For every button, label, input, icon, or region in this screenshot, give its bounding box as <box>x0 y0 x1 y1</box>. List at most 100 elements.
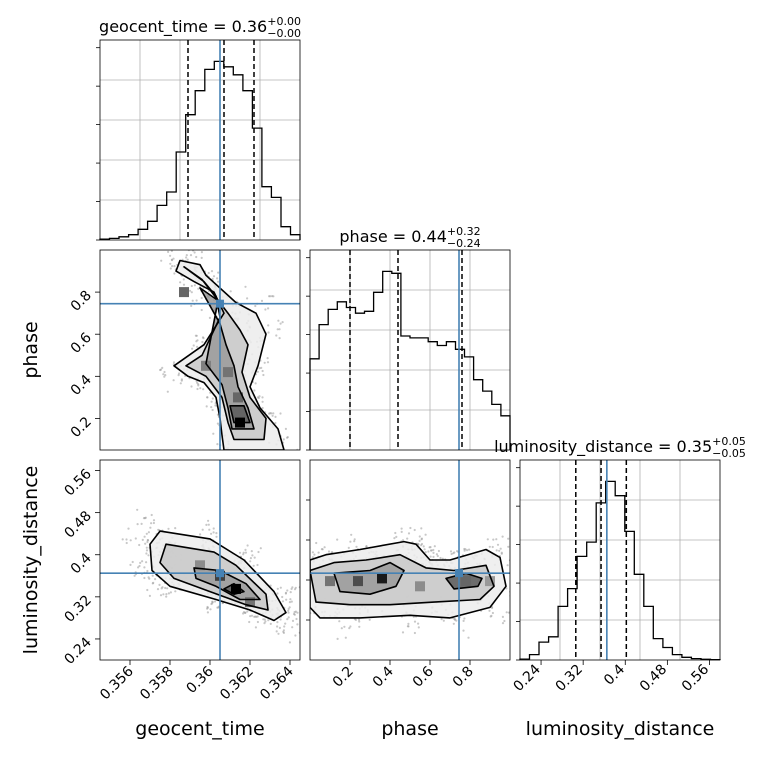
density-peak-cell <box>461 576 471 587</box>
scatter-point <box>429 546 432 549</box>
scatter-point <box>136 523 139 526</box>
scatter-point <box>430 549 433 552</box>
scatter-point <box>136 508 139 511</box>
scatter-point <box>146 540 149 544</box>
scatter-point <box>190 284 193 288</box>
scatter-point <box>289 591 292 594</box>
scatter-point <box>167 250 170 253</box>
x-tick-label: 0.36 <box>183 663 216 696</box>
scatter-point <box>152 519 156 522</box>
scatter-point <box>440 618 443 621</box>
scatter-point <box>256 563 259 567</box>
scatter-point <box>200 308 203 312</box>
scatter-point <box>257 396 260 400</box>
scatter-point <box>274 421 277 425</box>
scatter-point <box>191 299 194 302</box>
panel-contents <box>100 460 307 660</box>
scatter-point <box>244 551 247 554</box>
scatter-point <box>161 586 164 589</box>
scatter-point <box>491 611 494 615</box>
scatter-point <box>262 373 265 377</box>
x-tick-label: 0.24 <box>511 661 544 694</box>
scatter-point <box>253 389 256 392</box>
scatter-point <box>276 621 279 624</box>
scatter-point <box>368 618 371 621</box>
scatter-point <box>294 634 297 637</box>
density-peak-cell <box>485 576 495 587</box>
scatter-point <box>267 331 270 334</box>
scatter-point <box>304 611 306 613</box>
scatter-point <box>143 517 147 520</box>
scatter-point <box>276 587 279 590</box>
scatter-point <box>276 328 279 331</box>
scatter-point <box>301 548 303 550</box>
scatter-point <box>287 611 290 614</box>
scatter-point <box>212 432 215 435</box>
scatter-point <box>180 379 183 382</box>
scatter-point <box>340 627 343 630</box>
scatter-point <box>347 546 350 550</box>
scatter-point <box>281 600 285 603</box>
panel-frame <box>99 459 301 661</box>
scatter-point <box>278 626 281 630</box>
scatter-point <box>207 523 210 526</box>
scatter-point <box>272 412 275 415</box>
scatter-point <box>285 457 287 459</box>
scatter-point <box>133 574 136 577</box>
scatter-point <box>147 554 150 557</box>
scatter-point <box>256 620 259 624</box>
scatter-point <box>244 285 247 288</box>
scatter-point <box>196 345 199 348</box>
scatter-point <box>266 357 269 360</box>
title-upper-error: +0.05 <box>712 435 746 448</box>
scatter-point <box>208 316 211 319</box>
scatter-point <box>140 522 143 526</box>
scatter-point <box>158 583 161 587</box>
scatter-point <box>284 427 287 430</box>
scatter-point <box>179 382 182 385</box>
scatter-point <box>453 618 456 621</box>
density-peak-cell <box>377 573 387 584</box>
scatter-point <box>207 519 210 522</box>
scatter-point <box>305 616 307 618</box>
x-tick-label: 0.48 <box>637 662 670 695</box>
scatter-point <box>211 277 214 280</box>
scatter-point <box>170 259 174 262</box>
contour-line <box>310 553 495 606</box>
scatter-point <box>173 272 176 275</box>
density-peak-cell <box>415 581 425 592</box>
contour-line <box>333 561 405 595</box>
scatter-point <box>499 547 502 550</box>
density-peak-cell <box>231 583 241 594</box>
scatter-point <box>137 566 140 569</box>
scatter-point <box>185 254 188 257</box>
scatter-point <box>491 606 494 610</box>
scatter-point <box>407 622 410 626</box>
scatter-point <box>336 637 339 641</box>
truth-marker <box>455 569 463 578</box>
scatter-point <box>163 375 166 378</box>
scatter-point <box>169 262 172 265</box>
scatter-point <box>125 538 128 541</box>
scatter-point <box>407 625 410 628</box>
scatter-point <box>271 295 274 298</box>
scatter-point <box>169 267 172 270</box>
scatter-point <box>201 336 205 339</box>
scatter-point <box>165 593 168 596</box>
truth-marker <box>216 299 224 308</box>
scatter-point <box>313 553 316 556</box>
scatter-point <box>294 586 297 589</box>
scatter-point <box>210 406 213 409</box>
scatter-point <box>424 533 427 536</box>
scatter-point <box>149 526 152 529</box>
scatter-point <box>507 545 510 548</box>
scatter-point <box>288 601 291 604</box>
scatter-point <box>144 542 147 545</box>
panel-contents <box>301 460 510 660</box>
scatter-point <box>282 438 285 441</box>
scatter-point <box>279 586 282 589</box>
title-value: geocent_time = 0.36 <box>99 17 267 37</box>
density-peak-cell <box>353 576 363 587</box>
scatter-point <box>436 554 439 558</box>
scatter-point <box>259 547 262 550</box>
